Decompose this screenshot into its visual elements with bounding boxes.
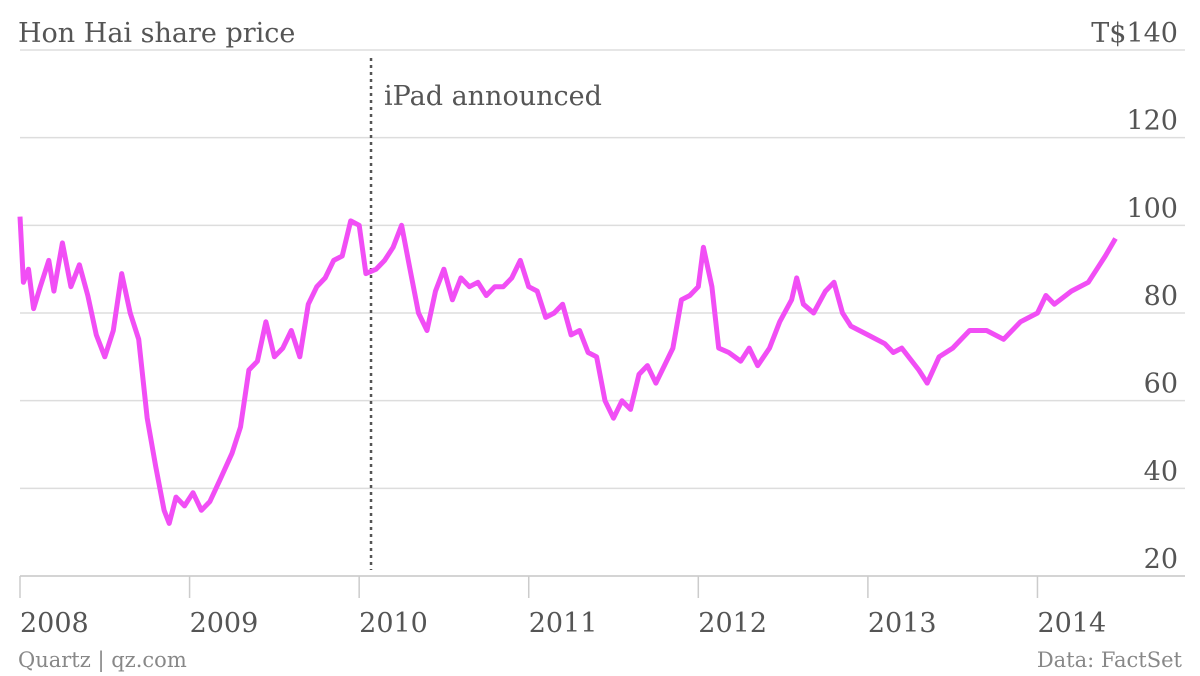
y-tick-label: 20 <box>1144 544 1178 575</box>
chart-title: Hon Hai share price <box>18 18 295 49</box>
x-tick-label: 2008 <box>20 608 89 639</box>
price-line <box>17 216 1118 526</box>
x-tick-label: 2012 <box>698 608 767 639</box>
y-tick-label: 60 <box>1144 369 1178 400</box>
y-tick-label: T$140 <box>1091 18 1178 49</box>
x-tick-label: 2010 <box>359 608 428 639</box>
annotation: iPad announced <box>384 81 602 112</box>
x-tick-label: 2009 <box>190 608 259 639</box>
y-tick-label: 40 <box>1144 456 1178 487</box>
y-tick-label: 120 <box>1126 106 1178 137</box>
x-tick-label: 2013 <box>868 608 937 639</box>
x-tick-label: 2014 <box>1037 608 1106 639</box>
y-tick-label: 100 <box>1126 193 1178 224</box>
credit: Quartz | qz.com <box>18 648 187 673</box>
y-tick-label: 80 <box>1144 281 1178 312</box>
x-tick-label: 2011 <box>529 608 598 639</box>
source: Data: FactSet <box>1037 648 1183 672</box>
